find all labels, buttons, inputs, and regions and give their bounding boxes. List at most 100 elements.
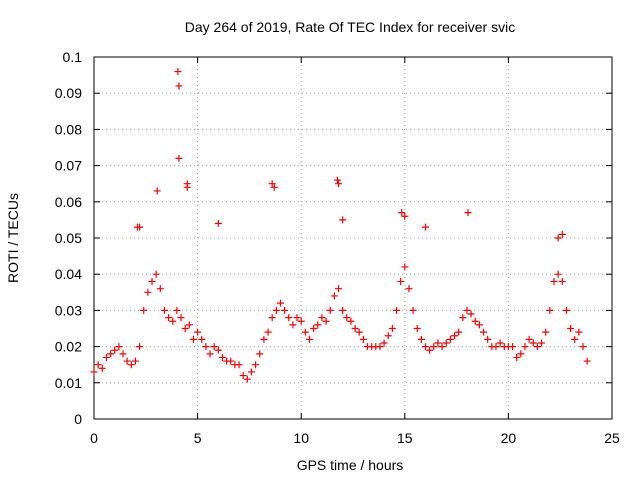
- data-point: [475, 321, 483, 329]
- data-point: [175, 154, 183, 162]
- data-point: [293, 314, 301, 322]
- data-point: [140, 306, 148, 314]
- data-point: [153, 187, 161, 195]
- data-point: [256, 350, 264, 358]
- data-point: [119, 350, 127, 358]
- data-point: [243, 375, 251, 383]
- y-tick-label: 0.09: [55, 85, 82, 101]
- data-point: [235, 361, 243, 369]
- data-point: [144, 288, 152, 296]
- data-point: [194, 328, 202, 336]
- data-point: [480, 328, 488, 336]
- y-tick-label: 0.01: [55, 375, 82, 391]
- data-point: [467, 310, 475, 318]
- data-point: [173, 306, 181, 314]
- data-point: [422, 223, 430, 231]
- data-point: [156, 285, 164, 293]
- data-point: [214, 220, 222, 228]
- data-point: [270, 183, 278, 191]
- data-point: [438, 343, 446, 351]
- y-tick-label: 0.04: [55, 266, 82, 282]
- data-point: [517, 350, 525, 358]
- x-tick-label: 10: [293, 430, 309, 446]
- y-tick-label: 0.06: [55, 194, 82, 210]
- x-tick-label: 25: [604, 430, 620, 446]
- data-point: [554, 270, 562, 278]
- data-point: [131, 357, 139, 365]
- data-point: [567, 325, 575, 332]
- x-tick-label: 5: [194, 430, 202, 446]
- data-point: [305, 335, 313, 343]
- data-point: [417, 335, 425, 343]
- data-point: [347, 317, 355, 325]
- data-point: [562, 306, 570, 314]
- data-point: [174, 67, 182, 75]
- data-point: [115, 343, 123, 351]
- data-point: [334, 180, 342, 188]
- data-point: [210, 343, 218, 351]
- data-point: [376, 343, 384, 351]
- data-point: [409, 306, 417, 314]
- data-point: [397, 277, 405, 285]
- data-point: [206, 350, 214, 358]
- data-point: [464, 209, 472, 217]
- data-point: [272, 306, 280, 314]
- data-point: [525, 335, 533, 343]
- data-point: [484, 335, 492, 343]
- data-point: [301, 328, 309, 336]
- data-point: [446, 335, 454, 343]
- data-point: [148, 277, 156, 285]
- data-point: [183, 183, 191, 191]
- data-points: [90, 67, 591, 383]
- data-point: [413, 325, 421, 332]
- data-point: [264, 328, 272, 336]
- y-tick-label: 0.05: [55, 230, 82, 246]
- data-point: [575, 328, 583, 336]
- data-point: [177, 314, 185, 322]
- data-point: [359, 335, 367, 343]
- data-point: [326, 306, 334, 314]
- data-point: [102, 353, 110, 361]
- data-point: [459, 314, 467, 322]
- data-point: [351, 325, 359, 332]
- data-point: [558, 230, 566, 238]
- data-point: [393, 306, 401, 314]
- data-point: [339, 306, 347, 314]
- data-point: [260, 335, 268, 343]
- data-point: [276, 299, 284, 307]
- data-point: [509, 343, 517, 351]
- data-point: [422, 343, 430, 351]
- data-point: [583, 357, 591, 365]
- data-point: [297, 317, 305, 325]
- x-tick-label: 15: [397, 430, 413, 446]
- data-point: [152, 270, 160, 278]
- data-point: [252, 361, 260, 369]
- data-point: [136, 223, 144, 231]
- data-point: [542, 328, 550, 336]
- data-point: [579, 343, 587, 351]
- data-point: [169, 317, 177, 325]
- data-point: [94, 361, 102, 369]
- data-point: [127, 361, 135, 369]
- data-point: [529, 339, 537, 347]
- data-point: [185, 321, 193, 329]
- data-point: [285, 314, 293, 322]
- data-point: [405, 285, 413, 293]
- data-point: [281, 306, 289, 314]
- data-point: [175, 82, 183, 90]
- data-point: [558, 277, 566, 285]
- y-tick-label: 0: [74, 411, 82, 427]
- data-point: [247, 368, 255, 376]
- data-point: [455, 328, 463, 336]
- x-axis-label: GPS time / hours: [297, 457, 404, 473]
- data-point: [333, 176, 341, 184]
- data-point: [401, 212, 409, 220]
- data-point: [90, 368, 98, 376]
- data-point: [189, 335, 197, 343]
- data-point: [123, 357, 131, 365]
- data-point: [268, 314, 276, 322]
- data-point: [343, 314, 351, 322]
- data-point: [289, 321, 297, 329]
